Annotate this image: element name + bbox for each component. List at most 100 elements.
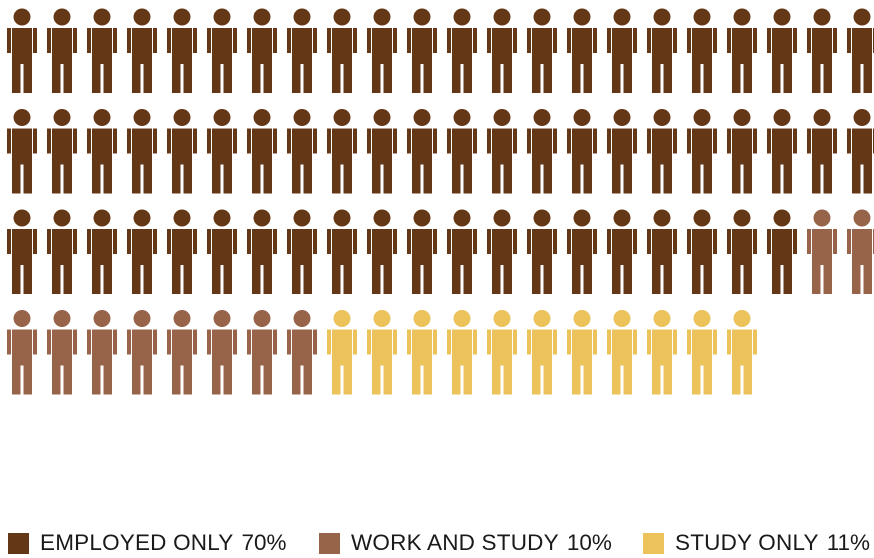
- legend-value: 10%: [566, 530, 612, 555]
- person-icon: [167, 109, 197, 194]
- person-icon: [447, 310, 477, 395]
- person-icon: [327, 310, 357, 395]
- person-icon: [167, 209, 197, 294]
- legend-item: STUDY ONLY 11%: [643, 528, 870, 558]
- legend-swatch: [8, 532, 29, 554]
- person-icon: [7, 8, 37, 93]
- legend-label: EMPLOYED ONLY: [40, 530, 234, 555]
- person-icon: [687, 8, 717, 93]
- person-icon: [367, 209, 397, 294]
- person-icon: [847, 8, 874, 93]
- person-icon: [407, 109, 437, 194]
- person-icon: [847, 109, 874, 194]
- person-icon: [687, 209, 717, 294]
- legend-value: 70%: [241, 530, 287, 555]
- person-icon: [447, 109, 477, 194]
- person-icon: [167, 8, 197, 93]
- legend-value: 11%: [826, 530, 871, 555]
- person-icon: [127, 310, 157, 395]
- person-icon: [367, 109, 397, 194]
- person-icon: [567, 109, 597, 194]
- person-icon: [567, 209, 597, 294]
- person-icon: [287, 310, 317, 395]
- person-icon: [487, 310, 517, 395]
- person-icon: [247, 8, 277, 93]
- person-icon: [767, 109, 797, 194]
- person-icon: [207, 310, 237, 395]
- person-icon: [807, 109, 837, 194]
- person-icon: [727, 8, 757, 93]
- legend-label: WORK AND STUDY: [351, 530, 559, 555]
- person-icon: [727, 109, 757, 194]
- person-icon: [407, 8, 437, 93]
- legend-swatch: [319, 532, 340, 554]
- person-icon: [687, 310, 717, 395]
- person-icon: [847, 209, 874, 294]
- person-icon: [607, 109, 637, 194]
- person-icon: [807, 8, 837, 93]
- person-icon: [647, 109, 677, 194]
- person-icon: [727, 209, 757, 294]
- person-icon: [527, 109, 557, 194]
- person-icon: [567, 310, 597, 395]
- person-icon: [87, 8, 117, 93]
- person-icon: [47, 310, 77, 395]
- person-icon: [807, 209, 837, 294]
- person-icon: [407, 310, 437, 395]
- person-icon: [407, 209, 437, 294]
- person-icon: [687, 109, 717, 194]
- person-icon: [647, 209, 677, 294]
- person-icon: [287, 8, 317, 93]
- person-icon: [127, 209, 157, 294]
- person-icon: [247, 209, 277, 294]
- legend: EMPLOYED ONLY 70% WORK AND STUDY 10% STUDY O…: [0, 528, 874, 558]
- person-icon: [87, 310, 117, 395]
- person-icon: [607, 8, 637, 93]
- person-icon: [767, 209, 797, 294]
- person-icon: [647, 310, 677, 395]
- person-icon: [487, 8, 517, 93]
- person-icon: [47, 209, 77, 294]
- person-icon: [727, 310, 757, 395]
- person-icon: [607, 209, 637, 294]
- person-icon: [287, 109, 317, 194]
- person-icon: [527, 310, 557, 395]
- person-icon: [327, 8, 357, 93]
- legend-swatch: [643, 532, 664, 554]
- person-icon: [447, 8, 477, 93]
- person-icon: [327, 109, 357, 194]
- person-icon: [207, 8, 237, 93]
- pictogram-svg: [7, 8, 874, 395]
- person-icon: [47, 109, 77, 194]
- person-icon: [87, 109, 117, 194]
- legend-item: WORK AND STUDY 10%: [319, 528, 612, 558]
- person-icon: [7, 109, 37, 194]
- person-icon: [7, 310, 37, 395]
- person-icon: [607, 310, 637, 395]
- person-icon: [167, 310, 197, 395]
- person-icon: [647, 8, 677, 93]
- person-icon: [367, 8, 397, 93]
- legend-label: STUDY ONLY: [675, 530, 819, 555]
- person-icon: [367, 310, 397, 395]
- person-icon: [87, 209, 117, 294]
- person-icon: [487, 109, 517, 194]
- person-icon: [127, 8, 157, 93]
- person-icon: [207, 209, 237, 294]
- person-icon: [47, 8, 77, 93]
- person-icon: [527, 8, 557, 93]
- person-icon: [247, 310, 277, 395]
- person-icon: [527, 209, 557, 294]
- person-icon: [487, 209, 517, 294]
- person-icon: [287, 209, 317, 294]
- pictogram-chart: [7, 8, 874, 395]
- person-icon: [327, 209, 357, 294]
- person-icon: [567, 8, 597, 93]
- person-icon: [447, 209, 477, 294]
- person-icon: [127, 109, 157, 194]
- legend-item: EMPLOYED ONLY 70%: [8, 528, 287, 558]
- person-icon: [7, 209, 37, 294]
- person-icon: [207, 109, 237, 194]
- person-icon: [247, 109, 277, 194]
- person-icon: [767, 8, 797, 93]
